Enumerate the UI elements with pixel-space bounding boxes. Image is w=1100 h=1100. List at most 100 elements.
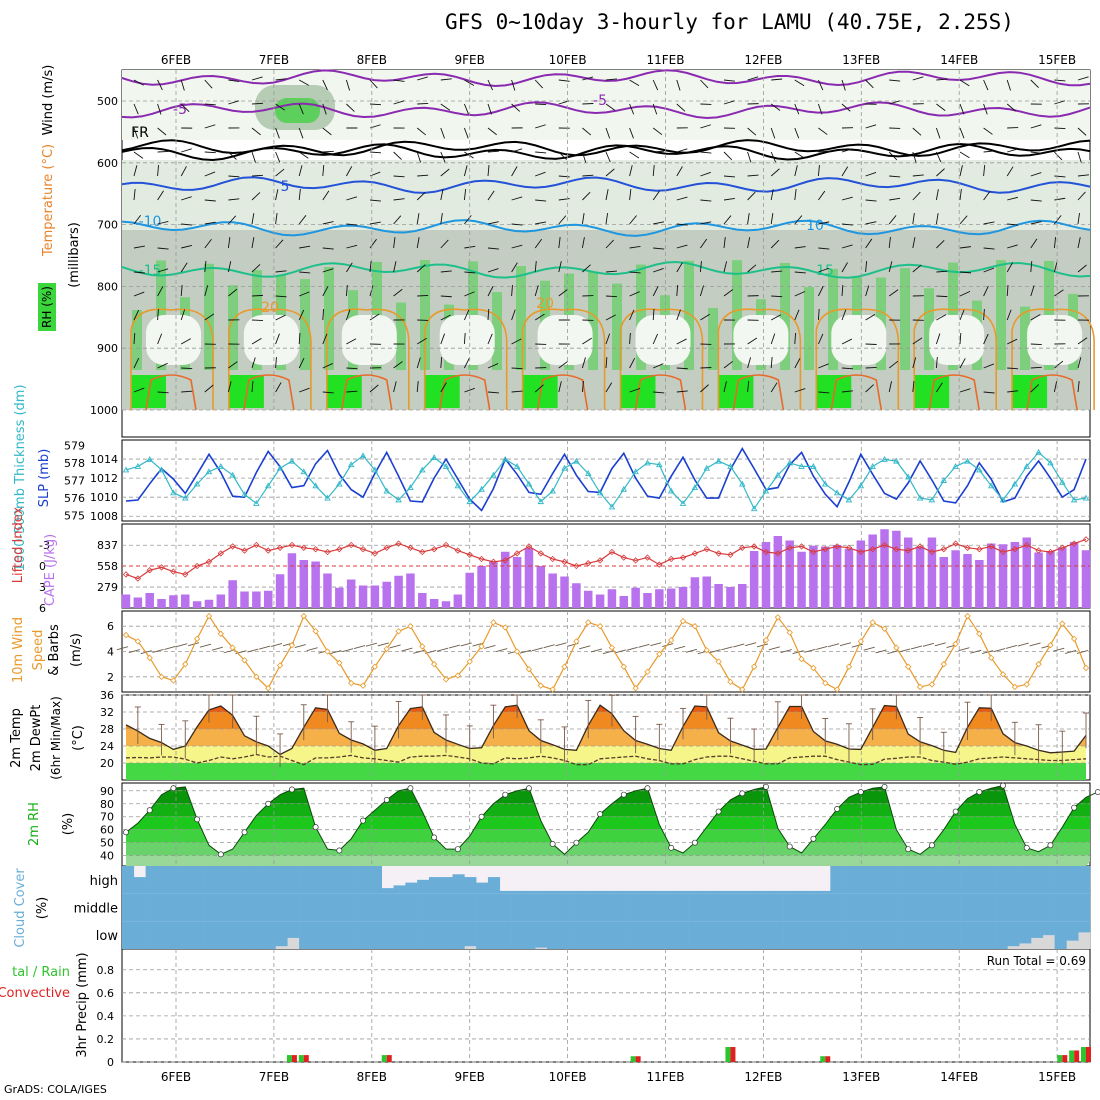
cloud-bar-low-remainder [665,921,678,949]
pressure-tick-label: 1000 [90,404,118,417]
rh-point [952,808,959,815]
lifted-index-point [703,546,710,553]
cape-bar [1046,551,1055,608]
cloud-bar-middle [310,893,323,922]
cape-bar [773,536,783,608]
wind-barb [322,391,334,394]
thickness-point [253,499,260,506]
wind-barb-10m [519,649,532,654]
wind-barb [204,285,209,297]
wind-barb [1006,103,1016,112]
thickness-point [359,452,367,459]
wind-barb [299,245,311,249]
temp-tick-label: 28 [100,723,114,736]
wind-barb [818,391,830,394]
wind-barb [275,168,285,177]
thickness-point [762,487,770,494]
chart-title: GFS 0~10day 3-hourly for LAMU (40.75E, 2… [445,10,1014,34]
thickness-point [513,462,521,469]
lifted-index-point [739,544,746,551]
cloud-bar-low-remainder [582,921,595,949]
cloud-bar-high [912,866,926,894]
lifted-index-tick-label: 0 [39,560,46,573]
cloud-bar-low-remainder [794,921,807,949]
ylabel-cloud: Cloud Cover [13,868,28,948]
lifted-index-tick-label: 6 [39,602,46,615]
cloud-bar-high [771,890,784,894]
wind-barb [912,127,922,136]
cloud-bar-low [275,946,288,949]
wind-barb [1007,244,1018,249]
wind-barb [487,150,500,153]
wind-barb [770,357,773,369]
wind-barb [440,239,449,249]
wind-barb-10m [484,644,496,649]
wind-barb [888,237,891,249]
date-label-top: 15FEB [1038,53,1076,67]
cloud-bar-high [287,866,300,894]
wind-barb [393,381,397,393]
wind-barb [416,381,419,393]
wind-barb [817,79,824,91]
date-label-bottom: 15FEB [1038,1070,1076,1084]
cloud-bar-low-remainder [263,921,276,949]
lifted-index-point [229,543,236,550]
wind-barb [629,358,636,369]
wind-speed-point [217,630,224,637]
wind-speed-point [1047,642,1054,649]
wind-barb [629,271,641,274]
wind-barb [581,151,587,163]
wind-speed-point [703,647,710,654]
isotherm-line [121,142,1091,162]
isotherm-25-contour [243,374,295,411]
cloud-bar-high [653,890,666,894]
cape-bar [287,553,297,608]
wind-barb [605,103,616,111]
ylabel-rh: RH (%) [40,286,54,328]
rh-point [739,790,746,797]
precip-tick-label: 0 [107,1056,114,1069]
wind-barb-10m [827,643,840,648]
cloud-bar-middle [617,893,630,922]
wind-barb [747,264,757,273]
wind-barb [228,175,240,178]
lifted-index-point [134,575,142,582]
wind-barb [393,361,403,369]
cape-bar [370,585,380,608]
wind-barb-10m [152,648,164,653]
wind-barb [935,151,942,163]
wind-barb [345,79,351,91]
wind-barb [699,261,702,273]
wind-speed-point [324,648,331,655]
cape-bar [785,540,794,608]
wind-barb [298,215,307,225]
upper-air-panel: -5 FR -5 -10 -15 20 5 10 15 20 [38,69,1095,411]
cape-bar [903,537,913,608]
wind-speed-point [762,636,770,644]
wind-barb [888,261,893,273]
cloud-bar-middle [759,893,772,922]
cape-bar [951,550,960,608]
rh-point [691,839,698,846]
cloud-bar-middle [1019,893,1032,922]
wind-barb [511,284,513,297]
wind-barb [1030,238,1038,249]
wind-barb-10m [780,649,792,654]
rh-fill-band [126,855,1090,866]
wind-speed-point [952,640,959,648]
lifted-index-point [182,571,189,578]
wind-barb [133,387,145,393]
cloud-bar-middle [1066,893,1079,922]
cloud-bar-low-remainder [122,921,135,949]
wind-barb [676,262,683,273]
wind-barb [1007,390,1019,393]
cape-bar [346,579,356,608]
wind-barb [723,381,727,393]
ylabel-temp-d: (°C) [71,725,86,751]
cape-bar [192,601,202,608]
cloud-bar-middle [924,893,937,922]
cape-bar [809,545,818,608]
cape-bar [702,576,711,608]
wind-barb [936,239,945,249]
wind-barb [1077,237,1081,249]
